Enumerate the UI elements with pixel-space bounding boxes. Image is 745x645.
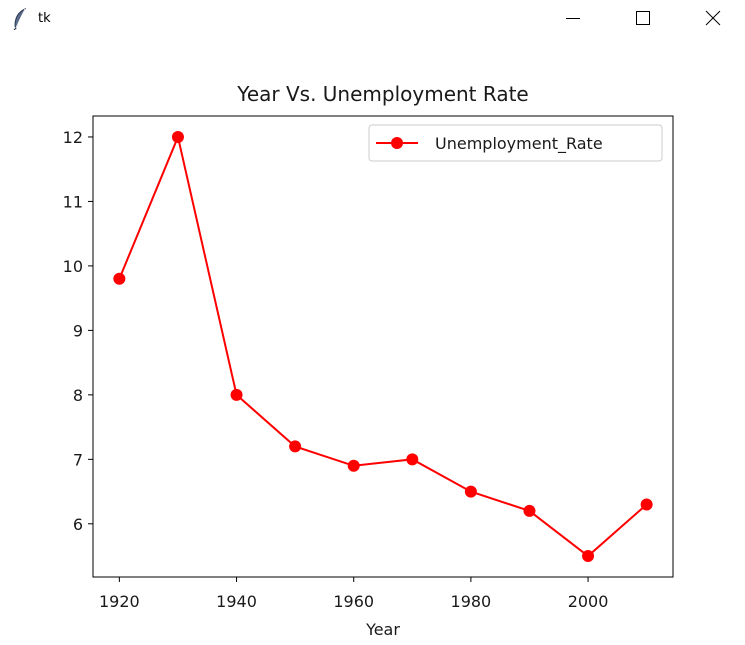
y-axis: 6 7 8 9 10 11 12: [63, 128, 93, 534]
series-layer: [113, 130, 653, 563]
y-tick-label: 6: [73, 515, 83, 534]
legend-box: [368, 124, 663, 162]
plot-area: [92, 115, 674, 578]
series-line: [118, 133, 648, 558]
window-titlebar: tk: [0, 0, 745, 38]
maximize-button[interactable]: [620, 0, 666, 36]
x-tick-label: 1940: [216, 592, 257, 611]
minimize-icon: [566, 18, 580, 19]
data-point: [347, 459, 360, 472]
window-title: tk: [38, 11, 51, 26]
y-tick-label: 12: [63, 128, 83, 147]
data-point: [289, 440, 302, 453]
x-tick-label: 1980: [451, 592, 492, 611]
close-icon: [705, 10, 721, 26]
x-axis: 1920 1940 1960 1980 2000: [99, 577, 608, 611]
y-tick-label: 7: [73, 450, 83, 469]
maximize-icon: [636, 11, 650, 25]
line-chart: Year Vs. Unemployment Rate 1920 1940 1960 1…: [63, 82, 674, 639]
data-point: [406, 453, 419, 466]
data-point: [640, 498, 653, 511]
y-tick-label: 11: [63, 192, 83, 211]
x-tick-label: 1960: [333, 592, 374, 611]
data-point: [582, 550, 595, 563]
feather-icon: [13, 8, 27, 30]
data-point: [113, 272, 126, 285]
minimize-button[interactable]: [550, 0, 596, 36]
legend-marker: [391, 137, 403, 149]
data-point: [464, 485, 477, 498]
data-point: [523, 504, 536, 517]
chart-canvas: Year Vs. Unemployment Rate 1920 1940 1960 1…: [0, 38, 745, 641]
x-axis-label: Year: [365, 620, 400, 639]
x-tick-label: 2000: [568, 592, 609, 611]
y-tick-label: 8: [73, 386, 83, 405]
legend: Unemployment_Rate: [368, 124, 663, 162]
legend-label: Unemployment_Rate: [435, 134, 603, 154]
x-tick-label: 1920: [99, 592, 140, 611]
chart-title: Year Vs. Unemployment Rate: [236, 82, 528, 106]
y-tick-label: 9: [73, 321, 83, 340]
y-tick-label: 10: [63, 257, 83, 276]
close-button[interactable]: [690, 0, 736, 36]
data-point: [171, 130, 184, 143]
data-point: [230, 388, 243, 401]
